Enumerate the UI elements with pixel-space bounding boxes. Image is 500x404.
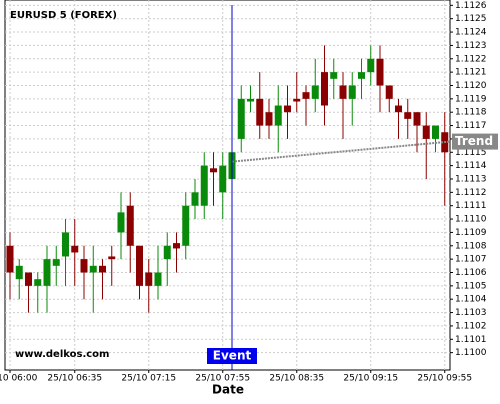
candle-body bbox=[173, 243, 180, 249]
y-tick-label: 1.1107 bbox=[455, 255, 487, 265]
x-tick-label: 25/10 07:15 bbox=[121, 374, 176, 384]
y-tick-label: 1.1121 bbox=[455, 68, 487, 78]
candle-body bbox=[15, 265, 23, 280]
candle-body bbox=[293, 98, 301, 102]
candle-body bbox=[422, 125, 430, 139]
trend-label-box bbox=[452, 133, 498, 150]
y-tick-label: 1.1108 bbox=[455, 241, 487, 251]
y-tick-label: 1.1122 bbox=[455, 54, 487, 64]
candle-body bbox=[395, 105, 402, 113]
candle-body bbox=[89, 265, 97, 273]
candle-body bbox=[247, 98, 254, 102]
candle-body bbox=[358, 72, 365, 79]
event-label-box bbox=[207, 348, 257, 364]
candle-body bbox=[404, 112, 412, 119]
candle-body bbox=[376, 58, 384, 86]
candle-body bbox=[34, 279, 42, 286]
y-tick-label: 1.1118 bbox=[455, 108, 487, 118]
candle-body bbox=[182, 205, 190, 246]
candle-body bbox=[52, 259, 60, 266]
y-tick-label: 1.1111 bbox=[455, 201, 487, 211]
candle-body bbox=[321, 72, 328, 106]
y-tick-label: 1.1113 bbox=[455, 174, 487, 184]
y-tick-label: 1.1126 bbox=[455, 1, 487, 11]
y-tick-label: 1.1110 bbox=[455, 215, 487, 225]
candle-body bbox=[6, 245, 14, 273]
candle-body bbox=[200, 165, 208, 206]
trend-line bbox=[231, 140, 451, 163]
candle-body bbox=[210, 168, 217, 173]
candle-body bbox=[219, 165, 227, 193]
y-tick-label: 1.1120 bbox=[455, 81, 487, 91]
candle-body bbox=[191, 192, 199, 206]
y-tick-label: 1.1100 bbox=[455, 348, 487, 358]
candle-body bbox=[145, 272, 153, 286]
candle-body bbox=[154, 272, 162, 286]
candle-body bbox=[330, 72, 338, 79]
candle-body bbox=[62, 232, 69, 257]
candle-body bbox=[265, 112, 273, 126]
candle-body bbox=[274, 105, 282, 126]
trend-label: Trend bbox=[455, 134, 493, 148]
candle-body bbox=[71, 245, 79, 253]
candle-body bbox=[367, 58, 375, 73]
chart-title: EURUSD 5 (FOREX) bbox=[10, 10, 117, 21]
candle-body bbox=[108, 256, 116, 260]
x-tick-label: 25/10 06:00 bbox=[0, 374, 38, 384]
y-tick-label: 1.1114 bbox=[455, 161, 487, 171]
x-tick-label: 25/10 09:55 bbox=[417, 374, 472, 384]
y-tick-label: 1.1123 bbox=[455, 41, 487, 51]
candle-body bbox=[432, 125, 439, 139]
y-tick-label: 1.1115 bbox=[455, 148, 487, 158]
candle-body bbox=[413, 112, 421, 126]
candle-body bbox=[43, 259, 51, 286]
candle-body bbox=[385, 85, 393, 99]
x-axis-title: Date bbox=[212, 383, 244, 397]
candle-body bbox=[284, 105, 291, 113]
candle-body bbox=[311, 85, 319, 99]
y-tick-label: 1.1103 bbox=[455, 308, 487, 318]
x-tick-label: 25/10 07:55 bbox=[195, 374, 250, 384]
candle-body bbox=[136, 245, 143, 286]
candle-body bbox=[25, 272, 32, 286]
candle-body bbox=[348, 85, 356, 99]
y-tick-label: 1.1105 bbox=[455, 281, 487, 291]
candle-body bbox=[126, 205, 134, 246]
y-tick-label: 1.1101 bbox=[455, 335, 487, 345]
x-tick-label: 25/10 08:35 bbox=[269, 374, 324, 384]
y-tick-label: 1.1102 bbox=[455, 321, 487, 331]
y-tick-label: 1.1104 bbox=[455, 295, 487, 305]
y-tick-label: 1.1124 bbox=[455, 28, 487, 38]
event-label: Event bbox=[213, 349, 252, 363]
y-tick-label: 1.1117 bbox=[455, 121, 487, 131]
candle-body bbox=[302, 92, 310, 99]
plot-frame bbox=[4, 0, 451, 371]
candle-body bbox=[117, 212, 125, 233]
y-tick-label: 1.1106 bbox=[455, 268, 487, 278]
y-tick-label: 1.1109 bbox=[455, 228, 487, 238]
candle-body bbox=[237, 98, 245, 139]
y-tick-label: 1.1125 bbox=[455, 14, 487, 24]
marks bbox=[6, 45, 449, 313]
candle-body bbox=[80, 259, 88, 273]
x-tick-label: 25/10 09:15 bbox=[343, 374, 398, 384]
candle-body bbox=[339, 85, 347, 99]
y-tick-label: 1.1112 bbox=[455, 188, 487, 198]
candle-body bbox=[256, 98, 264, 126]
y-tick-label: 1.1119 bbox=[455, 94, 487, 104]
candle-body bbox=[163, 245, 171, 260]
candle-body bbox=[99, 265, 106, 273]
watermark: www.delkos.com bbox=[15, 349, 109, 360]
x-tick-label: 25/10 06:35 bbox=[47, 374, 102, 384]
